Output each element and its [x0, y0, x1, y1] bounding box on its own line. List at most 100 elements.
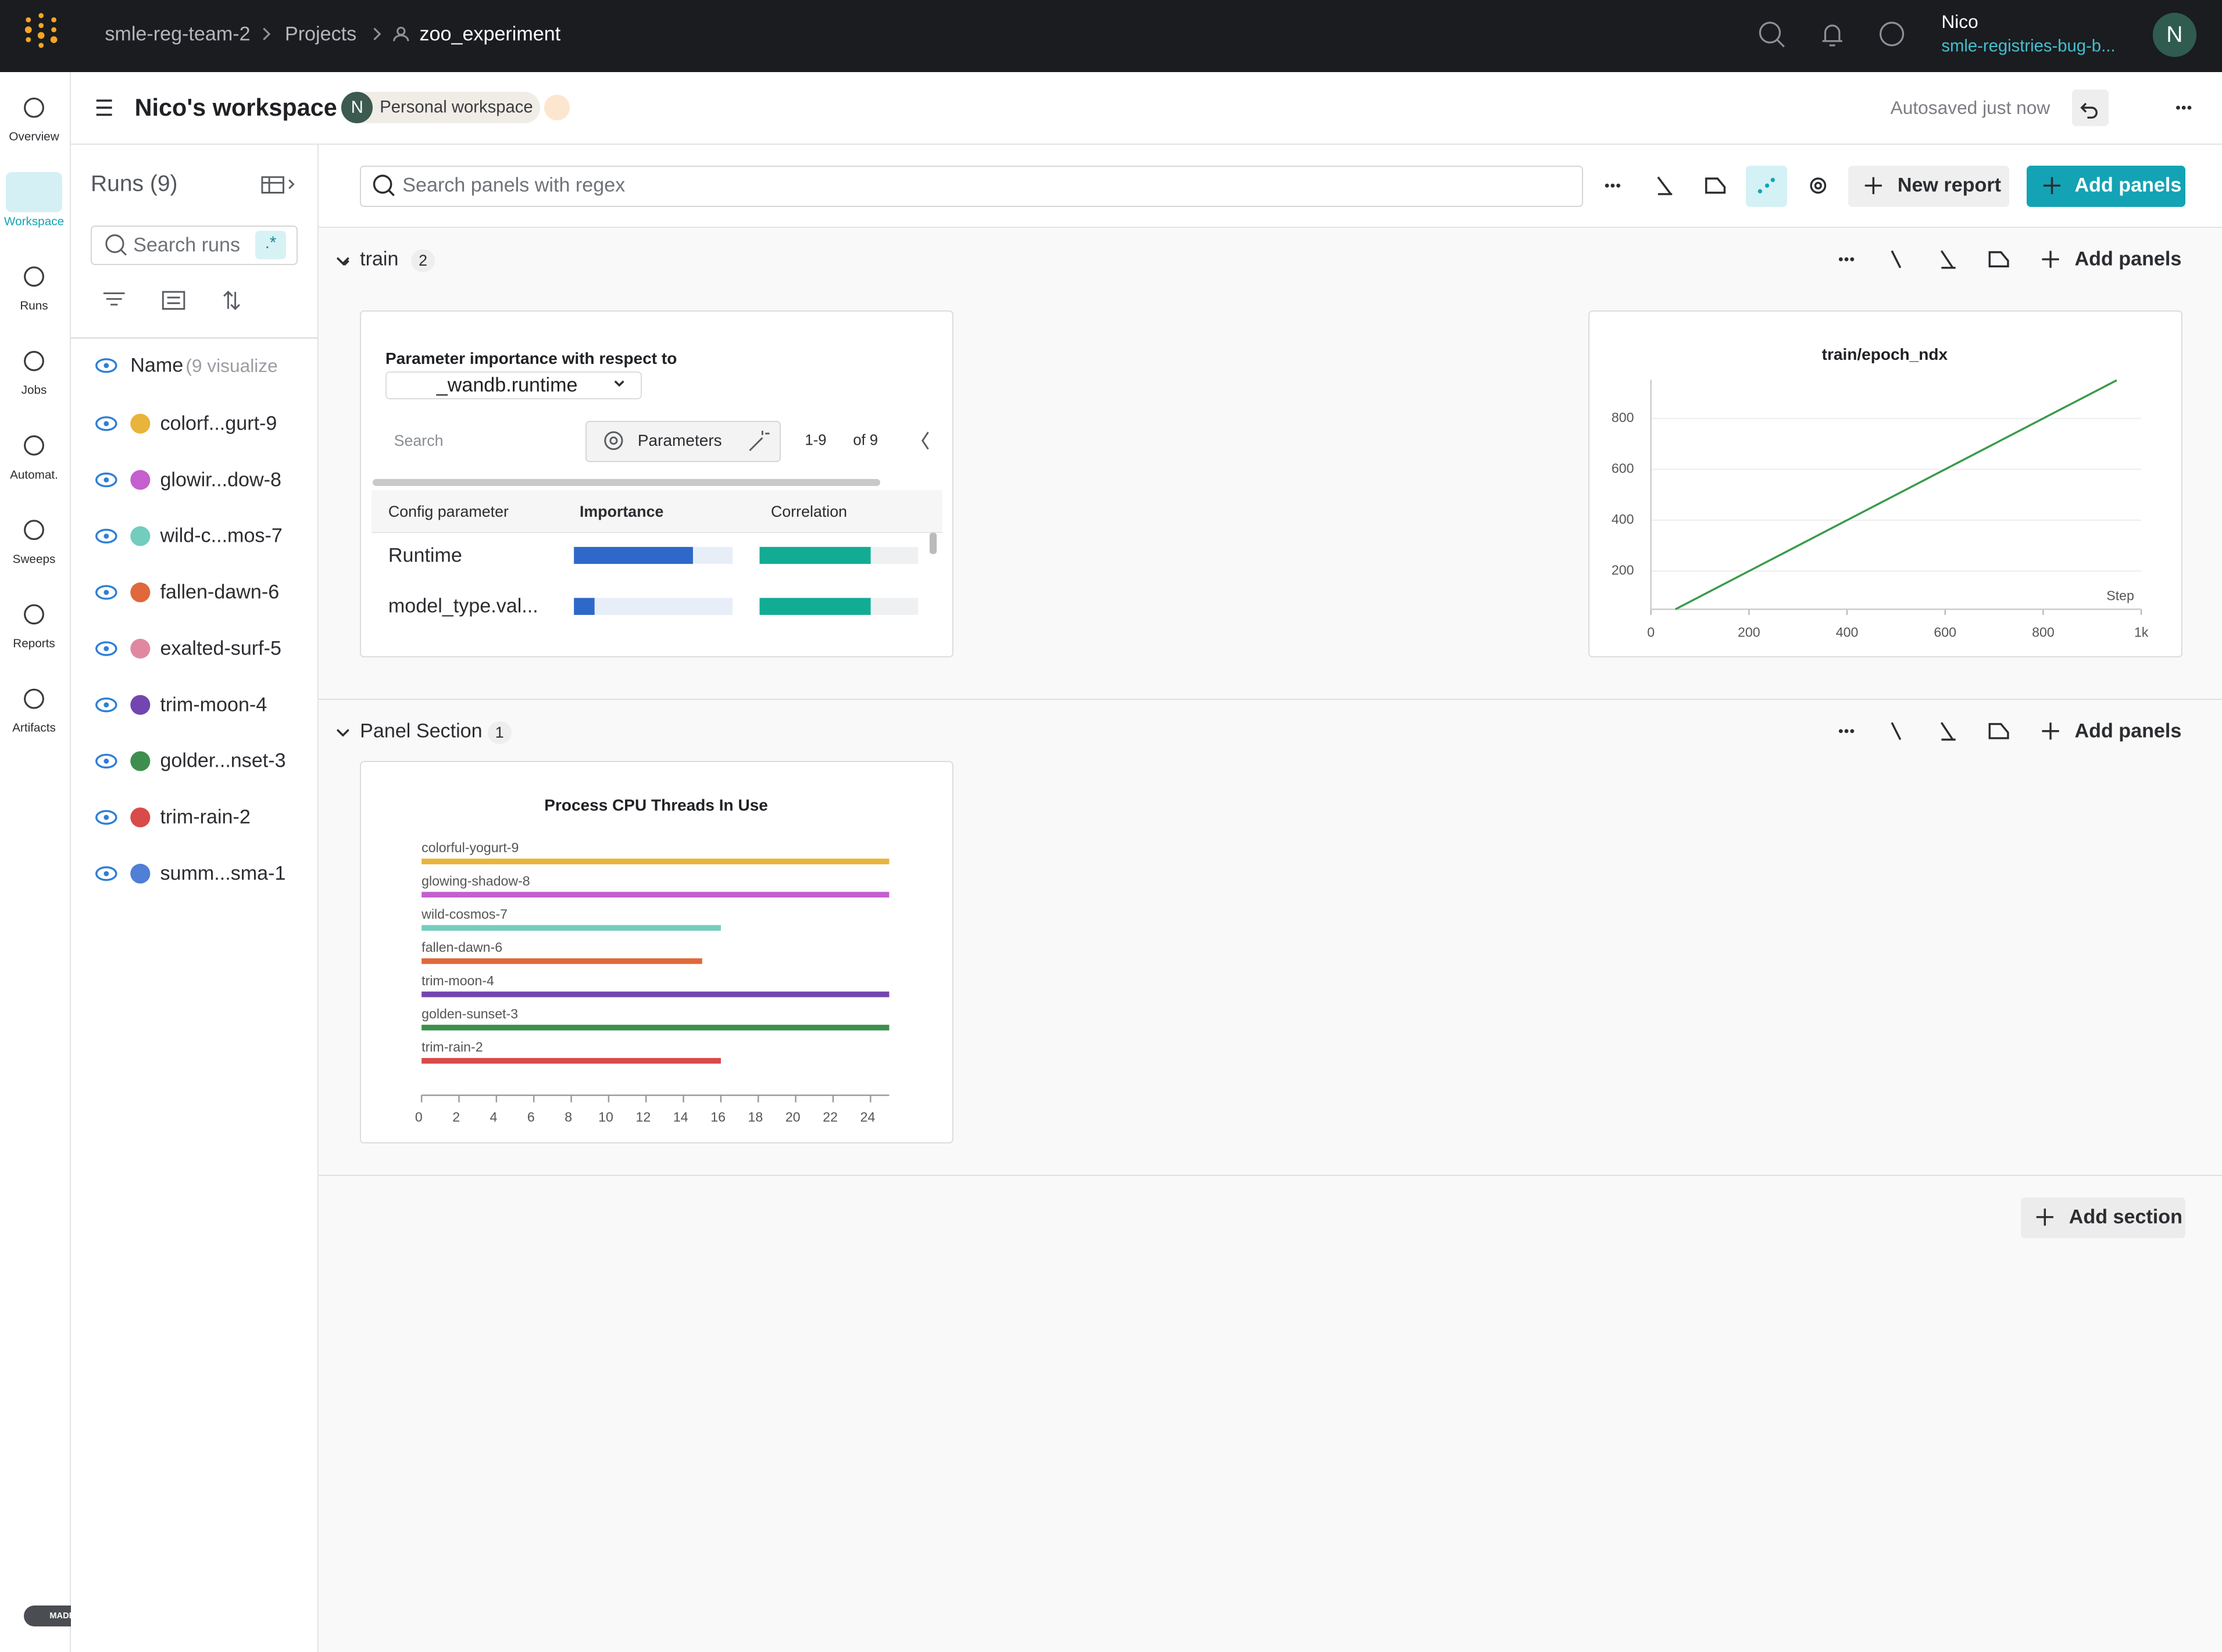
visibility-icon-pupil[interactable] — [103, 363, 109, 369]
run-color[interactable] — [130, 582, 151, 603]
breadcrumb[interactable]: Projects — [284, 23, 357, 45]
bar — [421, 925, 721, 931]
divider — [70, 337, 319, 339]
nav-icon[interactable] — [24, 435, 44, 456]
run-name[interactable]: colorf...gurt-9 — [160, 412, 277, 435]
section-title[interactable]: train — [360, 248, 399, 270]
visibility-icon[interactable] — [95, 528, 117, 544]
add-section-label[interactable]: Add section — [2069, 1206, 2182, 1228]
nav-label[interactable]: Reports — [13, 637, 55, 650]
panel-search[interactable] — [360, 166, 1583, 207]
run-color[interactable] — [130, 526, 151, 546]
x-tick-label: 10 — [598, 1109, 613, 1124]
pi-metric-select[interactable] — [385, 371, 642, 400]
bar-label: trim-rain-2 — [421, 1039, 483, 1054]
lock-icon[interactable] — [544, 95, 570, 121]
user-name[interactable]: Nico — [1941, 10, 1978, 32]
visibility-icon-pupil[interactable] — [103, 477, 109, 482]
pi-column[interactable]: Importance — [579, 502, 664, 520]
nav-label[interactable]: Workspace — [3, 214, 65, 228]
nav-icon[interactable] — [24, 266, 44, 287]
nav-label[interactable]: Automat. — [10, 468, 58, 482]
runs-search-placeholder[interactable]: Search runs — [133, 234, 241, 256]
pi-metric[interactable]: _wandb.runtime — [436, 374, 578, 396]
nav-label[interactable]: Overview — [9, 130, 59, 144]
nav-label[interactable]: Runs — [20, 299, 48, 313]
run-color[interactable] — [130, 807, 151, 828]
run-name[interactable]: trim-rain-2 — [160, 806, 251, 828]
visibility-icon-pupil[interactable] — [103, 871, 109, 877]
breadcrumb[interactable]: zoo_experiment — [419, 23, 561, 45]
regex-toggle[interactable]: .* — [255, 231, 287, 260]
panel-search-placeholder[interactable]: Search panels with regex — [402, 174, 626, 196]
x-tick-label: 0 — [1647, 625, 1655, 640]
y-tick-label: 200 — [1612, 563, 1634, 578]
run-name[interactable]: glowir...dow-8 — [160, 469, 281, 491]
nav-label[interactable]: Jobs — [21, 383, 47, 397]
visibility-icon[interactable] — [95, 697, 117, 713]
user-org[interactable]: smle-registries-bug-b... — [1941, 37, 2116, 56]
run-name[interactable]: golder...nset-3 — [160, 749, 286, 772]
new-report-label[interactable]: New report — [1897, 174, 2001, 196]
run-color[interactable] — [130, 751, 151, 771]
breadcrumb[interactable]: smle-reg-team-2 — [105, 23, 251, 45]
run-name[interactable]: fallen-dawn-6 — [160, 581, 280, 603]
nav-icon[interactable] — [24, 604, 44, 625]
run-name[interactable]: exalted-surf-5 — [160, 637, 281, 660]
visibility-icon-pupil[interactable] — [103, 646, 109, 652]
name-header[interactable]: Name — [130, 354, 184, 377]
hamburger[interactable] — [96, 99, 112, 116]
line-series — [1675, 379, 2117, 610]
nav-icon[interactable] — [24, 688, 44, 709]
run-color[interactable] — [130, 413, 151, 434]
nav-icon[interactable] — [24, 520, 44, 541]
pi-search[interactable]: Search — [394, 431, 444, 449]
runs-search[interactable] — [91, 225, 298, 265]
visibility-icon[interactable] — [95, 641, 117, 656]
pi-range[interactable]: 1-9 — [805, 432, 827, 449]
pi-column[interactable]: Correlation — [771, 502, 848, 520]
visibility-icon-pupil[interactable] — [103, 589, 109, 595]
visibility-icon[interactable] — [95, 358, 117, 373]
visibility-icon[interactable] — [95, 810, 117, 825]
run-color[interactable] — [130, 470, 151, 490]
x-axis-label: Step — [2106, 588, 2134, 603]
nav-icon[interactable] — [24, 97, 44, 118]
nav-label[interactable]: Sweeps — [12, 552, 56, 566]
scrollbar[interactable] — [930, 532, 937, 555]
bar — [421, 892, 889, 898]
run-name[interactable]: trim-moon-4 — [160, 693, 267, 716]
visibility-icon[interactable] — [95, 416, 117, 431]
toolbar-icons[interactable] — [336, 102, 2098, 1226]
visibility-icon-pupil[interactable] — [103, 759, 109, 764]
visibility-icon-pupil[interactable] — [103, 702, 109, 708]
section-add-panels[interactable]: Add panels — [2074, 720, 2182, 742]
run-color[interactable] — [130, 695, 151, 715]
add-panels-label[interactable]: Add panels — [2074, 174, 2182, 196]
workspace-pill[interactable] — [341, 92, 540, 124]
pi-parameters-button[interactable] — [585, 420, 781, 462]
run-color[interactable] — [130, 638, 151, 659]
section-add-panels[interactable]: Add panels — [2074, 248, 2182, 270]
visibility-icon[interactable] — [95, 753, 117, 769]
side-nav — [0, 72, 71, 1652]
line-chart-panel — [1588, 310, 2182, 657]
pi-parameters-label[interactable]: Parameters — [637, 431, 722, 450]
visibility-icon[interactable] — [95, 472, 117, 488]
visibility-icon[interactable] — [95, 866, 117, 881]
runs-icons[interactable] — [103, 176, 929, 452]
nav-icon[interactable] — [24, 351, 44, 371]
pi-column[interactable]: Config parameter — [388, 502, 509, 520]
section-title[interactable]: Panel Section — [360, 720, 483, 742]
run-name[interactable]: summ...sma-1 — [160, 862, 286, 885]
visibility-icon-pupil[interactable] — [103, 533, 109, 539]
visibility-icon-pupil[interactable] — [103, 814, 109, 820]
scrollbar[interactable] — [373, 478, 880, 487]
visibility-icon-pupil[interactable] — [103, 421, 109, 427]
nav-label[interactable]: Artifacts — [12, 721, 56, 735]
more-menus[interactable] — [1605, 105, 2192, 734]
visibility-icon[interactable] — [95, 585, 117, 600]
user-avatar[interactable]: N — [2152, 12, 2197, 57]
run-name[interactable]: wild-c...mos-7 — [160, 524, 283, 547]
run-color[interactable] — [130, 863, 151, 884]
